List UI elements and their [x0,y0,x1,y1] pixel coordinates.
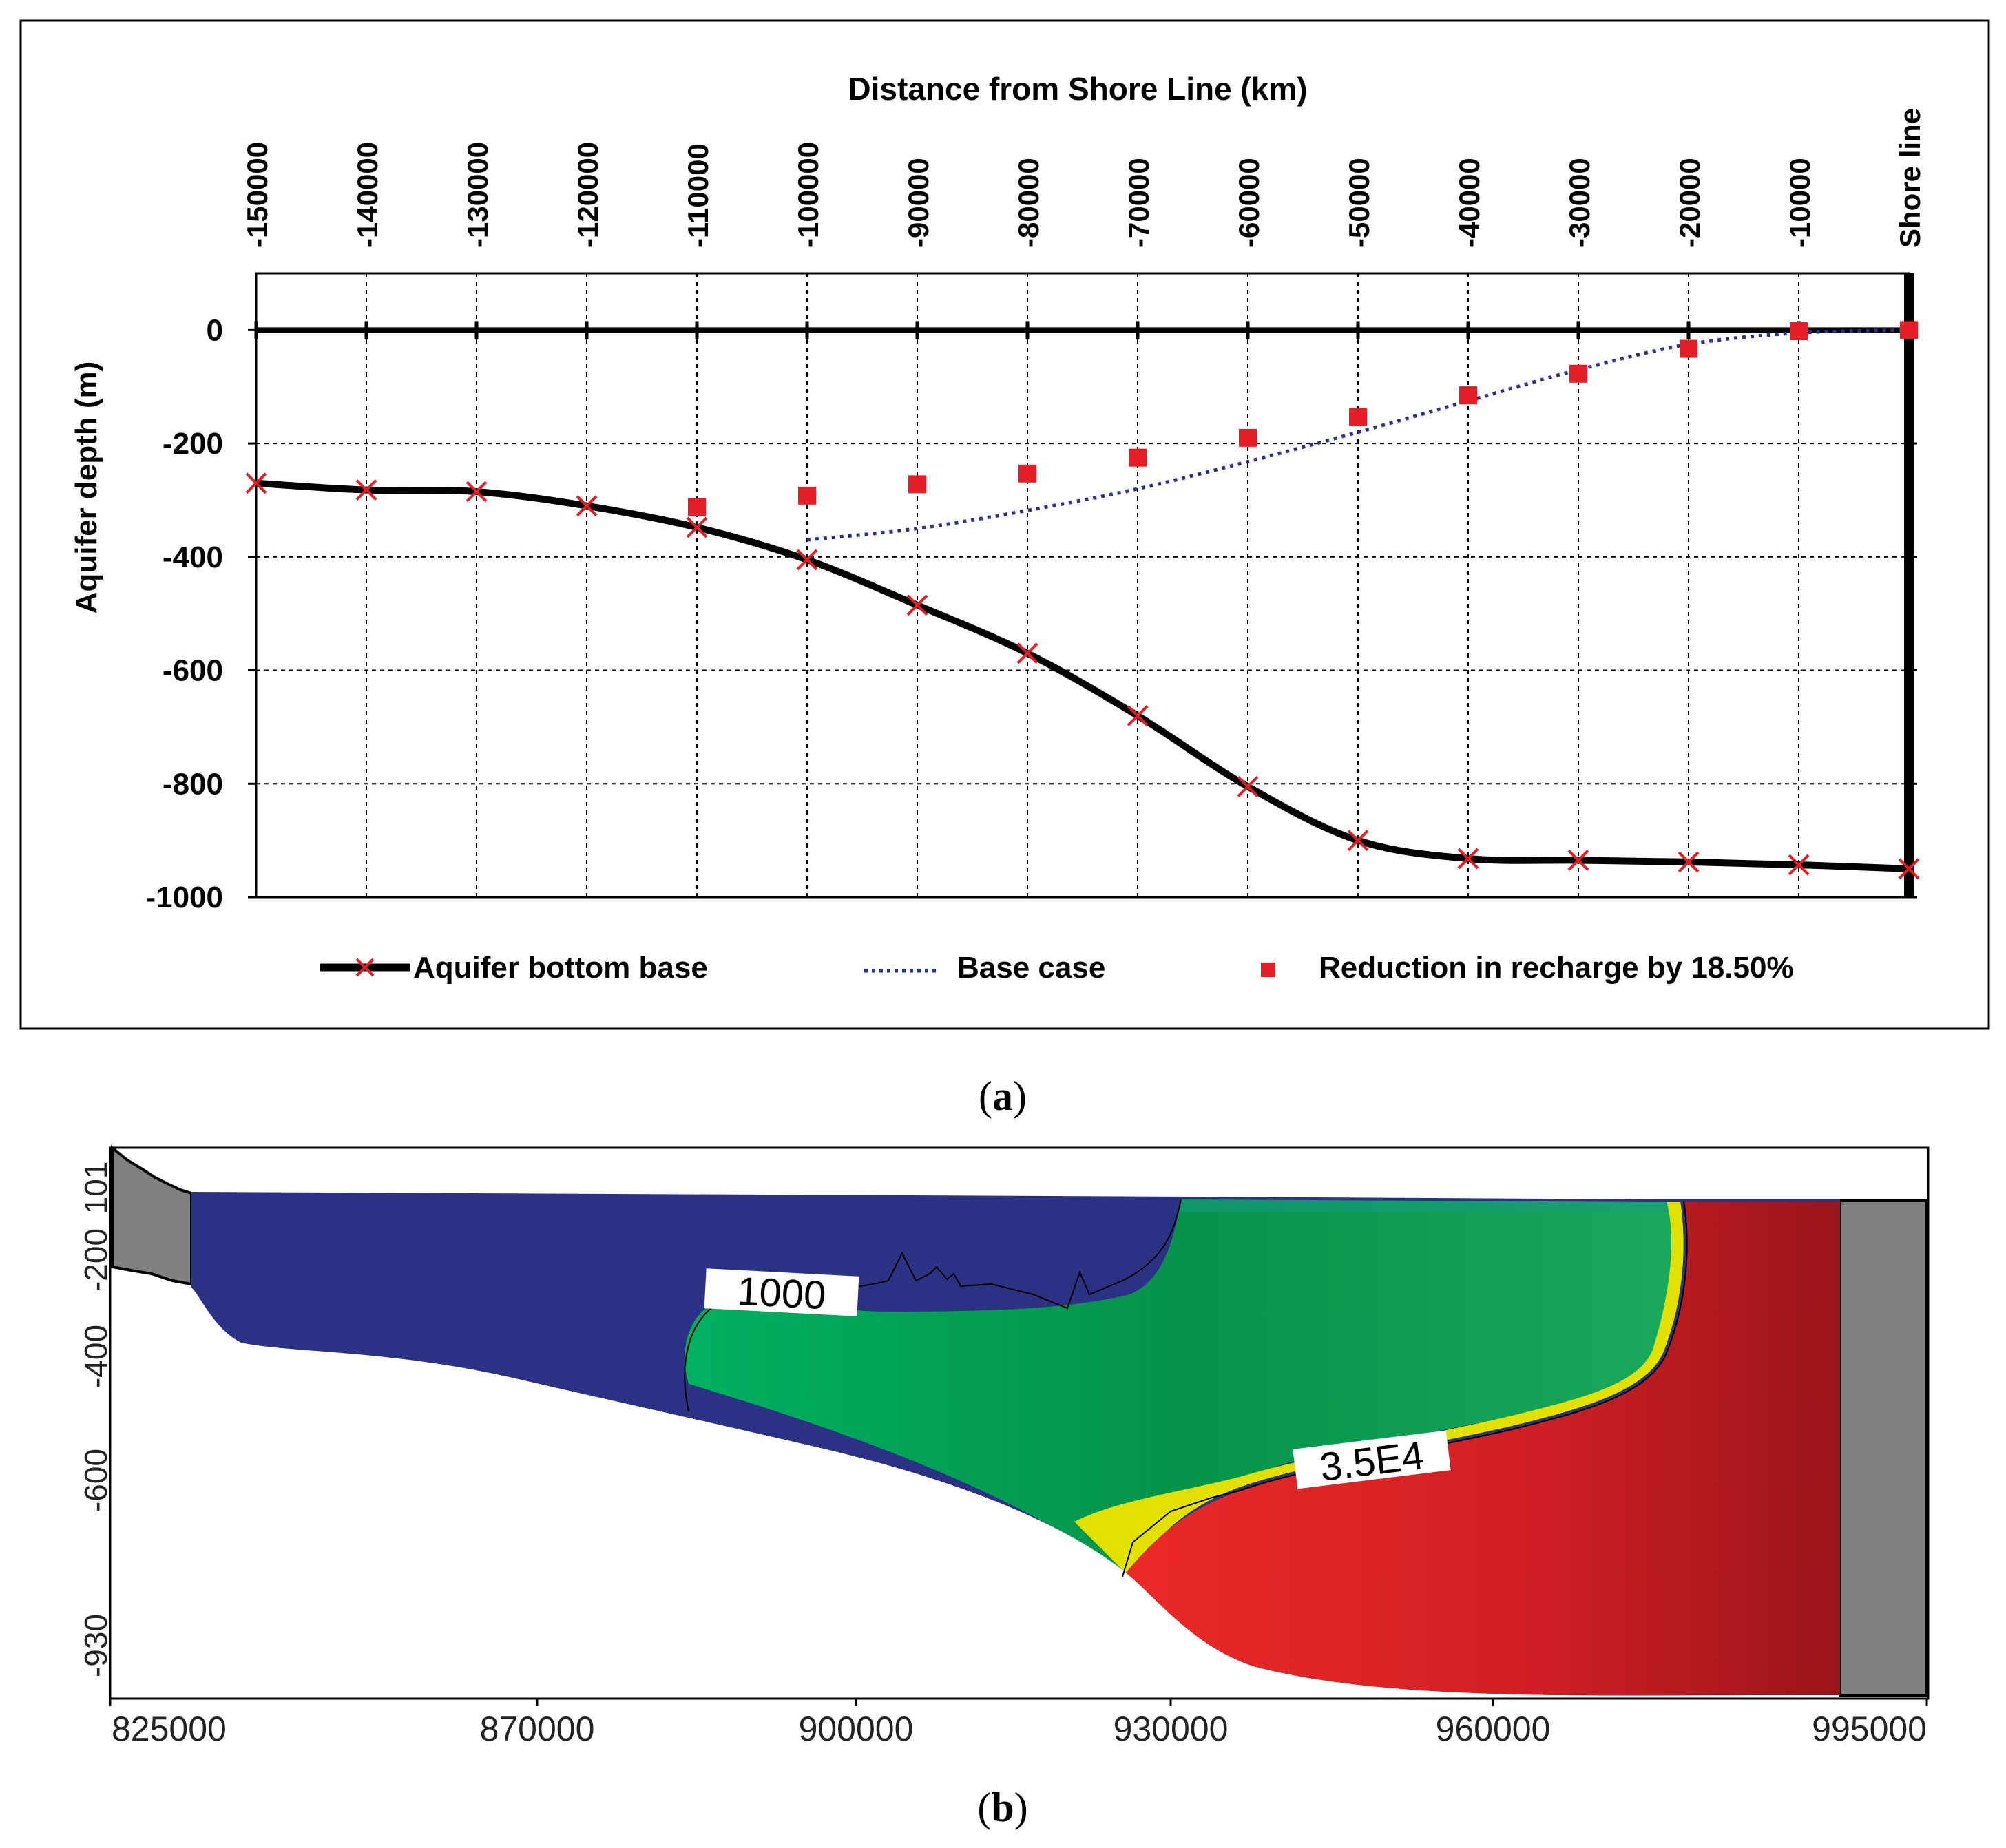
x-tick-label-3: -120000 [572,142,604,248]
y-tick-labels: 0 -200 -400 -600 -800 -1000 [145,313,1917,914]
aquifer-bottom-marker-3 [576,495,598,517]
aquifer-bottom-marker-15 [1898,858,1920,880]
panel-b-y-tick-0: 101 [78,1162,114,1215]
reduction-marker-8 [1569,364,1587,383]
caption-a-close: ) [1013,1073,1027,1119]
caption-a-open: ( [979,1073,992,1119]
right-boundary-block [1839,1199,1928,1697]
legend: Aquifer bottom base Base case Reduction … [320,951,1794,985]
caption-b-open: ( [977,1785,991,1830]
legend-bottom-base-label: Aquifer bottom base [413,951,708,985]
panel-b-y-tick-2: -400 [78,1325,114,1388]
caption-b-close: ) [1014,1785,1028,1830]
y-tick-label-5: -1000 [145,881,223,914]
reduction-marker-4 [1129,448,1147,467]
caption-a: (a) [979,1073,1027,1119]
panel-b-y-tick-1: -200 [78,1228,114,1292]
base-case-line [806,328,1910,542]
x-tick-label-6: -90000 [902,158,934,248]
x-tick-label-9: -60000 [1233,158,1265,248]
aquifer-bottom-marker-12 [1567,850,1589,871]
caption-b: (b) [977,1785,1027,1830]
reduction-marker-1 [798,486,816,505]
reduction-marker-2 [908,475,926,494]
domain-outline [191,1192,1840,1202]
plot-area [255,272,1910,899]
reduction-marker-6 [1349,408,1367,426]
x-tick-label-2: -130000 [461,142,494,248]
legend-reduction-label: Reduction in recharge by 18.50% [1319,951,1794,985]
x-tick-label-14: -10000 [1784,158,1816,248]
panel-b-x-tick-4: 960000 [1436,1710,1551,1748]
y-tick-label-3: -600 [163,654,223,688]
aquifer-bottom-marker-7 [1016,642,1038,664]
x-tick-label-10: -50000 [1343,158,1375,248]
aquifer-bottom-marker-6 [906,594,928,616]
contour-1000-line [684,1199,1182,1412]
aquifer-bottom-marker-11 [1457,848,1479,870]
legend-reduction-marker [1261,963,1275,977]
x-tick-labels: -150000 -140000 -130000 -120000 -110000 -1000… [241,108,1926,248]
panel-b-x-tick-2: 900000 [799,1710,914,1748]
panel-b-x-tick-1: 870000 [480,1710,595,1748]
aquifer-bottom-marker-0 [245,472,267,494]
reduction-marker-9 [1680,339,1697,358]
x-tick-label-1: -140000 [351,142,384,248]
svg-text:1000: 1000 [736,1269,827,1319]
aquifer-bottom-marker-8 [1127,705,1149,726]
aquifer-bottom-marker-1 [355,479,377,501]
legend-base-case-label: Base case [957,951,1105,985]
x-tick-label-11: -40000 [1453,158,1485,248]
panel-a: Distance from Shore Line (km) Aquifer de… [19,19,1990,1030]
reduction-marker-3 [1018,464,1036,483]
x-tick-label-5: -100000 [792,142,824,248]
y-tick-label-2: -400 [163,540,223,574]
aquifer-bottom-marker-5 [796,549,818,571]
panel-b-x-tick-3: 930000 [1114,1710,1229,1748]
aquifer-bottom-marker-4 [686,516,708,538]
reduction-marker-5 [1239,428,1257,447]
panel-b: 1000 3.5E4 825000 870000 900000 930000 96000… [78,1144,1930,1748]
caption-b-letter: b [991,1785,1014,1830]
contour-label-1000: 1000 [704,1268,859,1319]
aquifer-bottom-line [255,479,1910,872]
panel-b-x-ticks: 825000 870000 900000 930000 960000 995000 [109,1699,1928,1748]
y-tick-label-0: 0 [207,313,223,347]
panel-b-y-tick-3: -600 [78,1449,114,1512]
reduction-marker-11 [1900,321,1918,339]
reduction-marker-10 [1790,322,1808,341]
x-tick-label-0: -150000 [241,142,273,248]
legend-bottom-base-marker [355,958,375,977]
aquifer-bottom-marker-13 [1678,851,1700,873]
aquifer-bottom-marker-2 [466,481,488,503]
aquifer-bottom-marker-9 [1237,775,1259,797]
y-tick-label-4: -800 [163,767,223,801]
x-tick-label-4: -110000 [682,143,714,248]
x-tick-label-15: Shore line [1894,108,1926,248]
panel-b-x-tick-0: 825000 [112,1710,227,1748]
x-axis-title: Distance from Shore Line (km) [848,71,1307,107]
aquifer-bottom-marker-10 [1347,830,1369,852]
panel-b-x-tick-5: 995000 [1812,1710,1927,1748]
series-layer [245,321,1920,880]
caption-a-letter: a [992,1073,1013,1119]
y-tick-label-1: -200 [163,427,223,461]
svg-text:(b): (b) [977,1785,1027,1830]
svg-text:(a): (a) [979,1073,1027,1119]
panel-b-y-ticks: 101 -200 -400 -600 -930 [78,1162,114,1677]
x-tick-label-13: -20000 [1673,158,1706,248]
x-tick-label-12: -30000 [1563,158,1596,248]
aquifer-bottom-marker-14 [1788,854,1810,876]
y-axis-title: Aquifer depth (m) [70,361,103,614]
panel-b-y-tick-4: -930 [78,1614,114,1677]
x-tick-label-8: -70000 [1122,158,1155,248]
reduction-marker-0 [688,498,706,516]
x-tick-label-7: -80000 [1012,158,1045,248]
reduction-marker-7 [1459,386,1477,405]
